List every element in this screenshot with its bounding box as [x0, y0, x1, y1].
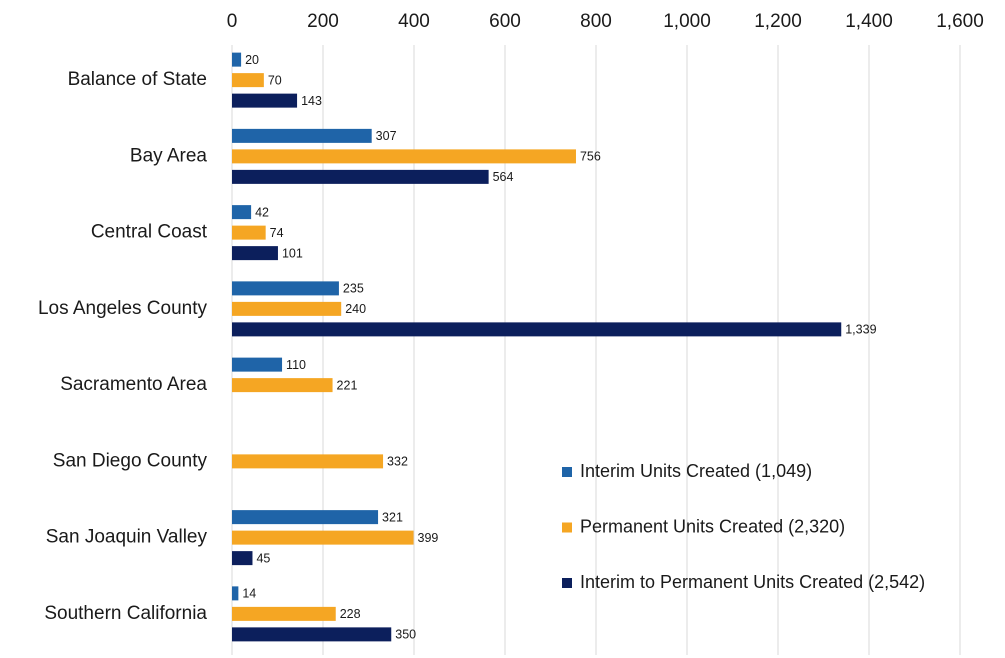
bar	[232, 169, 489, 184]
x-tick-label: 800	[580, 11, 612, 32]
data-label: 756	[580, 150, 601, 164]
x-tick-label: 600	[489, 11, 521, 32]
data-label: 101	[282, 246, 303, 260]
data-label: 42	[255, 205, 269, 219]
bar	[232, 551, 253, 566]
bar	[232, 627, 392, 642]
bar	[232, 246, 278, 261]
x-tick-label: 1,600	[936, 11, 984, 32]
data-label: 70	[268, 73, 282, 87]
y-tick-label: Bay Area	[130, 145, 208, 166]
x-tick-label: 1,000	[663, 11, 711, 32]
y-tick-label: Los Angeles County	[38, 298, 208, 319]
data-label: 235	[343, 282, 364, 296]
bar	[232, 357, 283, 372]
bar	[232, 128, 372, 143]
legend-label: Interim to Permanent Units Created (2,54…	[580, 572, 925, 592]
data-label: 228	[340, 607, 361, 621]
bar	[232, 510, 379, 525]
data-label: 143	[301, 94, 322, 108]
data-label: 350	[395, 628, 416, 642]
bar	[232, 606, 336, 621]
y-tick-label: Southern California	[44, 603, 207, 624]
y-tick-label: Sacramento Area	[60, 374, 207, 395]
y-tick-label: San Joaquin Valley	[46, 527, 208, 548]
bar	[232, 586, 239, 601]
data-label: 332	[387, 455, 408, 469]
y-tick-label: San Diego County	[53, 450, 208, 471]
y-tick-label: Balance of State	[68, 69, 207, 90]
data-label: 307	[376, 129, 397, 143]
bar	[232, 73, 264, 88]
x-tick-label: 200	[307, 11, 339, 32]
bar	[232, 530, 414, 545]
x-tick-label: 400	[398, 11, 430, 32]
bar	[232, 205, 252, 220]
legend-swatch	[562, 522, 572, 533]
data-label: 1,339	[845, 323, 876, 337]
bar	[232, 225, 266, 240]
bar	[232, 454, 384, 469]
bar	[232, 93, 298, 108]
bar	[232, 378, 333, 393]
legend-swatch	[562, 467, 572, 477]
bar	[232, 322, 842, 337]
data-label: 20	[245, 53, 259, 67]
data-label: 14	[242, 587, 256, 601]
bar	[232, 301, 342, 316]
legend-swatch	[562, 578, 572, 588]
bar	[232, 281, 339, 296]
data-label: 45	[256, 551, 270, 565]
data-label: 240	[345, 302, 366, 316]
legend-label: Permanent Units Created (2,320)	[580, 516, 845, 536]
x-tick-label: 1,400	[845, 11, 893, 32]
bar	[232, 149, 576, 164]
data-label: 399	[418, 531, 439, 545]
bar	[232, 52, 242, 67]
x-tick-label: 0	[227, 11, 238, 32]
legend-label: Interim Units Created (1,049)	[580, 461, 812, 481]
data-label: 321	[382, 510, 403, 524]
data-label: 110	[286, 358, 306, 372]
data-label: 221	[337, 378, 358, 392]
x-tick-label: 1,200	[754, 11, 802, 32]
data-label: 564	[493, 170, 514, 184]
data-label: 74	[270, 226, 284, 240]
y-tick-label: Central Coast	[91, 222, 208, 243]
